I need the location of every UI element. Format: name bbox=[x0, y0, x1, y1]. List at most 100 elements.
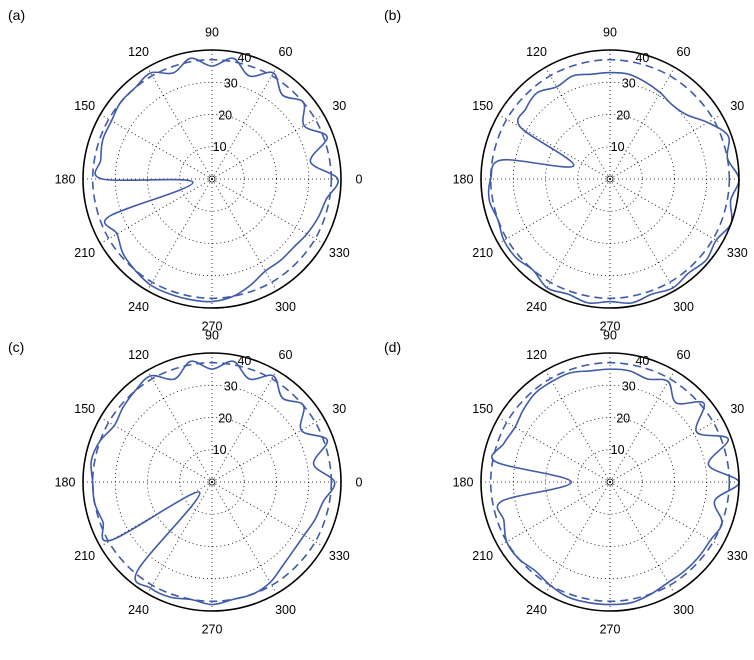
radial-tick-label: 30 bbox=[224, 77, 238, 91]
grid-spoke bbox=[545, 178, 611, 291]
grid-spoke bbox=[147, 67, 213, 180]
radial-tick-label: 40 bbox=[635, 354, 649, 368]
angle-tick-label: 180 bbox=[453, 173, 474, 187]
radial-tick-label: 30 bbox=[224, 380, 238, 394]
grid-spoke bbox=[211, 178, 277, 291]
radial-tick-label: 10 bbox=[611, 443, 625, 457]
radial-tick-label: 30 bbox=[622, 77, 636, 91]
outer-circle bbox=[480, 49, 740, 309]
grid-spoke bbox=[211, 114, 324, 180]
angle-tick-label: 180 bbox=[55, 173, 76, 187]
angle-tick-label: 270 bbox=[202, 320, 223, 334]
panel-label: (a) bbox=[8, 7, 25, 23]
reference-curve bbox=[489, 361, 731, 603]
angle-tick-label: 30 bbox=[730, 402, 744, 416]
grid-spoke bbox=[211, 481, 277, 594]
grid-spoke bbox=[498, 178, 611, 244]
data-curve bbox=[487, 71, 740, 304]
reference-curve bbox=[91, 361, 333, 603]
angle-tick-label: 210 bbox=[74, 246, 95, 260]
center-marker bbox=[606, 478, 614, 486]
polar-panel-1: (b)1020304003060901201501802102402703003… bbox=[384, 7, 754, 334]
radial-tick-label: 20 bbox=[218, 411, 232, 425]
grid-spoke bbox=[609, 67, 675, 180]
angle-tick-label: 330 bbox=[727, 246, 748, 260]
radial-tick-label: 20 bbox=[616, 411, 630, 425]
angle-tick-label: 150 bbox=[74, 402, 95, 416]
angle-tick-label: 210 bbox=[472, 549, 493, 563]
panel-label: (c) bbox=[8, 339, 24, 355]
grid-spoke bbox=[147, 370, 213, 483]
angle-tick-label: 60 bbox=[279, 348, 293, 362]
angle-tick-label: 0 bbox=[356, 476, 363, 490]
grid-spoke bbox=[609, 481, 675, 594]
radial-tick-label: 40 bbox=[237, 51, 251, 65]
angle-tick-label: 30 bbox=[332, 402, 346, 416]
grid-spoke bbox=[609, 178, 722, 244]
angle-tick-label: 90 bbox=[603, 329, 617, 343]
grid-spoke bbox=[609, 178, 675, 291]
center-marker bbox=[208, 175, 216, 183]
grid-spoke bbox=[545, 370, 611, 483]
grid-spoke bbox=[211, 417, 324, 483]
angle-tick-label: 300 bbox=[275, 603, 296, 617]
angle-tick-label: 210 bbox=[472, 246, 493, 260]
grid-spoke bbox=[211, 370, 277, 483]
angle-tick-label: 120 bbox=[128, 348, 149, 362]
angle-tick-label: 0 bbox=[356, 173, 363, 187]
angle-tick-label: 210 bbox=[74, 549, 95, 563]
angle-tick-label: 270 bbox=[600, 623, 621, 637]
grid-spoke bbox=[147, 178, 213, 291]
outer-circle bbox=[480, 352, 740, 612]
data-curve bbox=[94, 57, 339, 303]
polar-panel-2: (c) 10 20 30 40 0 30 60 90 120 150 180 210 240 270 300 3… bbox=[8, 329, 363, 637]
data-curve bbox=[490, 368, 740, 606]
angle-tick-label: 60 bbox=[677, 45, 691, 59]
radial-tick-label: 10 bbox=[213, 443, 227, 457]
radial-tick-label: 20 bbox=[218, 108, 232, 122]
angle-tick-label: 240 bbox=[526, 300, 547, 314]
grid-spoke bbox=[609, 481, 722, 547]
angle-tick-label: 120 bbox=[526, 348, 547, 362]
angle-tick-label: 300 bbox=[673, 603, 694, 617]
angle-tick-label: 270 bbox=[600, 320, 621, 334]
grid-spoke bbox=[609, 417, 722, 483]
angle-tick-label: 120 bbox=[526, 45, 547, 59]
grid-spoke bbox=[609, 370, 675, 483]
angle-tick-label: 330 bbox=[329, 549, 350, 563]
angle-tick-label: 180 bbox=[453, 476, 474, 490]
angle-tick-label: 150 bbox=[472, 99, 493, 113]
angle-tick-label: 90 bbox=[205, 26, 219, 40]
reference-curve bbox=[489, 58, 731, 300]
angle-tick-label: 240 bbox=[128, 300, 149, 314]
radial-tick-label: 40 bbox=[237, 354, 251, 368]
angle-tick-label: 240 bbox=[128, 603, 149, 617]
outer-circle bbox=[82, 49, 342, 309]
panel-label: (b) bbox=[384, 7, 401, 23]
panel-label: (d) bbox=[384, 339, 401, 355]
angle-tick-label: 90 bbox=[603, 26, 617, 40]
angle-tick-label: 120 bbox=[128, 45, 149, 59]
angle-tick-label: 180 bbox=[55, 476, 76, 490]
radial-tick-label: 10 bbox=[611, 140, 625, 154]
angle-tick-label: 30 bbox=[332, 99, 346, 113]
grid-spoke bbox=[498, 114, 611, 180]
angle-tick-label: 300 bbox=[275, 300, 296, 314]
grid-spoke bbox=[498, 417, 611, 483]
grid-spoke bbox=[211, 481, 324, 547]
grid-spoke bbox=[545, 481, 611, 594]
angle-tick-label: 60 bbox=[279, 45, 293, 59]
polar-panel-0: (a) 10 20 30 40 0 30 60 90 120 150 180 210 240 270 300 3… bbox=[8, 7, 363, 334]
angle-tick-label: 330 bbox=[329, 246, 350, 260]
angle-tick-label: 270 bbox=[202, 623, 223, 637]
angle-tick-label: 240 bbox=[526, 603, 547, 617]
grid-spoke bbox=[211, 67, 277, 180]
grid-spoke bbox=[100, 417, 213, 483]
angle-tick-label: 330 bbox=[727, 549, 748, 563]
reference-curve bbox=[91, 58, 333, 300]
radial-tick-label: 10 bbox=[213, 140, 227, 154]
angle-tick-label: 90 bbox=[205, 329, 219, 343]
grid-spoke bbox=[609, 114, 722, 180]
radial-tick-label: 30 bbox=[622, 380, 636, 394]
